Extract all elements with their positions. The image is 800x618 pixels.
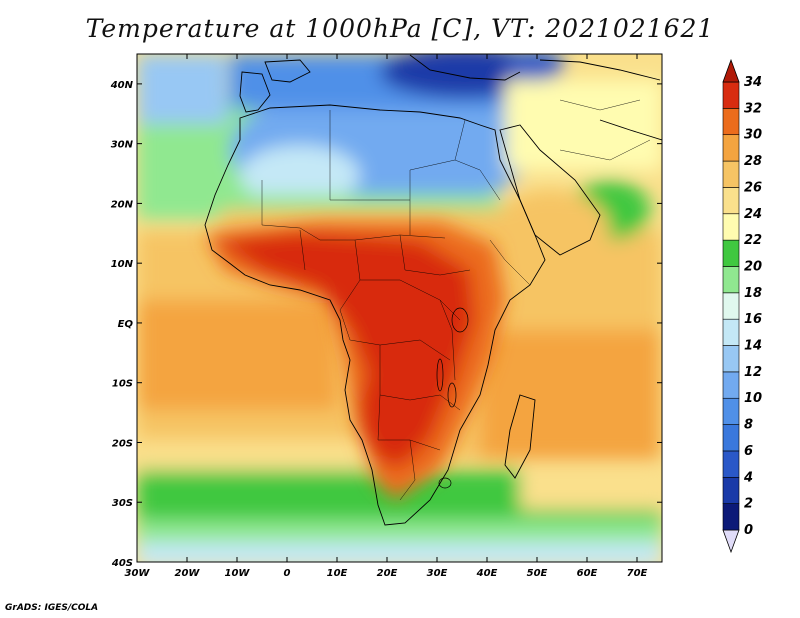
chart-title: Temperature at 1000hPa [C], VT: 20210216… bbox=[85, 14, 715, 43]
x-axis: 30W 20W 10W 0 10E 20E 30E 40E 50E 60E 70E bbox=[125, 54, 648, 579]
x-tick-label: 0 bbox=[284, 568, 291, 579]
colorbar-label: 6 bbox=[744, 444, 753, 459]
colorbar-box bbox=[722, 187, 740, 215]
colorbar-label: 2 bbox=[744, 497, 753, 512]
x-tick-label: 30W bbox=[125, 568, 151, 579]
y-tick-label: 20S bbox=[112, 438, 133, 449]
x-tick-label: 60E bbox=[577, 568, 598, 579]
colorbar-box bbox=[722, 318, 740, 346]
colorbar-box bbox=[722, 345, 740, 373]
colorbar-label: 16 bbox=[744, 312, 762, 327]
y-tick-label: 30N bbox=[111, 140, 134, 151]
x-tick-label: 10W bbox=[225, 568, 251, 579]
coastlines bbox=[204, 54, 662, 526]
colorbar-box bbox=[722, 503, 740, 531]
colorbar-box bbox=[722, 239, 740, 267]
y-tick-label: 40N bbox=[110, 80, 134, 91]
colorbar-box bbox=[722, 397, 740, 425]
x-tick-label: 70E bbox=[627, 568, 648, 579]
y-tick-label: EQ bbox=[118, 319, 134, 330]
colorbar-box bbox=[722, 160, 740, 188]
colorbar-label: 34 bbox=[744, 75, 762, 90]
temperature-field bbox=[137, 54, 662, 562]
colorbar-label: 0 bbox=[744, 523, 753, 538]
y-tick-label: 10N bbox=[111, 259, 134, 270]
y-tick-label: 40S bbox=[111, 558, 133, 569]
colorbar-box bbox=[722, 424, 740, 452]
y-tick-label: 10S bbox=[112, 379, 133, 390]
x-tick-label: 50E bbox=[527, 568, 548, 579]
y-tick-label: 30S bbox=[112, 498, 133, 509]
colorbar-label: 8 bbox=[744, 418, 753, 433]
colorbar-label: 12 bbox=[744, 365, 762, 380]
x-tick-label: 20E bbox=[377, 568, 398, 579]
credit-label: GrADS: IGES/COLA bbox=[5, 603, 99, 613]
map-frame bbox=[136, 53, 663, 563]
colorbar-label: 20 bbox=[744, 259, 762, 274]
colorbar-upper-extend bbox=[722, 58, 740, 83]
colorbar-box bbox=[722, 266, 740, 294]
colorbar-box bbox=[722, 213, 740, 241]
country-borders bbox=[261, 99, 651, 501]
colorbar-label: 26 bbox=[744, 180, 762, 195]
colorbar-label: 24 bbox=[744, 207, 762, 222]
colorbar-box bbox=[722, 371, 740, 399]
hot-core bbox=[205, 222, 505, 500]
colorbar-box bbox=[722, 81, 740, 109]
x-tick-label: 40E bbox=[476, 568, 498, 579]
colorbar-label: 28 bbox=[744, 154, 762, 169]
x-tick-label: 20W bbox=[175, 568, 201, 579]
colorbar-label: 4 bbox=[743, 470, 753, 485]
colorbar-lower-extend bbox=[722, 529, 740, 554]
y-axis: 40S 30S 20S 10S EQ 10N 20N 30N 40N bbox=[110, 80, 662, 569]
colorbar-box bbox=[722, 450, 740, 478]
lakes bbox=[436, 307, 469, 489]
colorbar-label: 14 bbox=[744, 339, 762, 354]
colorbar-box bbox=[722, 476, 740, 504]
colorbar-label: 30 bbox=[744, 128, 762, 143]
colorbar-label: 10 bbox=[744, 391, 762, 406]
colorbar-box bbox=[722, 134, 740, 162]
colorbar-box bbox=[722, 108, 740, 136]
colorbar-label: 18 bbox=[744, 286, 762, 301]
y-tick-label: 20N bbox=[111, 199, 134, 210]
x-tick-label: 30E bbox=[427, 568, 448, 579]
colorbar-label: 22 bbox=[744, 233, 762, 248]
x-tick-label: 10E bbox=[327, 568, 348, 579]
colorbar-box bbox=[722, 292, 740, 320]
colorbar-label: 32 bbox=[744, 101, 762, 116]
